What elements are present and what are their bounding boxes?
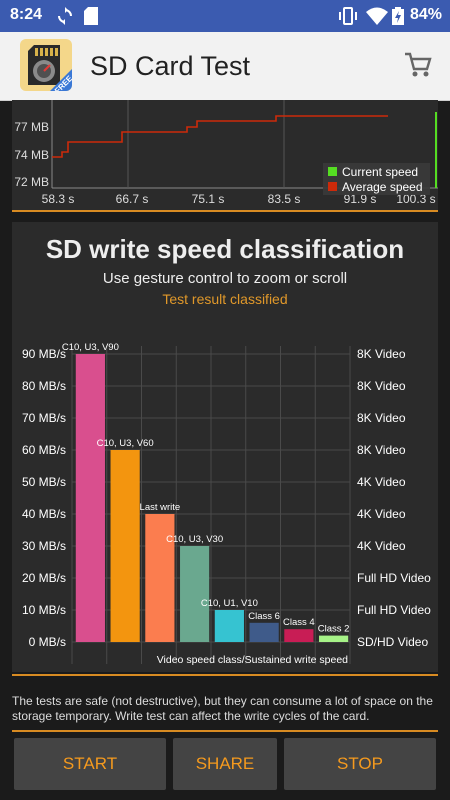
y-right-tick-label: 8K Video (357, 411, 406, 425)
y-tick-label: 90 MB/s (22, 347, 66, 361)
bar[interactable] (145, 514, 175, 642)
bar[interactable] (214, 610, 244, 642)
bar[interactable] (110, 450, 140, 642)
bar[interactable] (249, 622, 279, 642)
bar[interactable] (180, 546, 210, 642)
classification-subtitle: Use gesture control to zoom or scroll (102, 270, 348, 287)
bar-label: C10, U1, V10 (201, 598, 258, 609)
sd-card-icon (84, 7, 98, 25)
start-button[interactable]: START (14, 738, 166, 790)
battery-icon (392, 7, 404, 25)
status-bar: 8:24 84% (0, 0, 450, 32)
y-right-tick-label: 4K Video (357, 539, 406, 553)
legend-label-current: Current speed (342, 165, 418, 179)
legend-swatch-average (328, 182, 337, 191)
bar-label: C10, U3, V30 (166, 534, 223, 545)
bar-label: Class 4 (283, 617, 315, 628)
y-tick-label: 10 MB/s (22, 603, 66, 617)
speed-y-label: 72 MB (14, 175, 49, 189)
battery-percent: 84% (409, 6, 442, 23)
speed-y-label: 74 MB (14, 148, 49, 162)
y-right-tick-label: 4K Video (357, 507, 406, 521)
legend-swatch-current (328, 167, 337, 176)
y-tick-label: 0 MB/s (29, 635, 66, 649)
speed-x-label: 75.1 s (192, 192, 225, 206)
speed-x-label: 100.3 s (396, 192, 435, 206)
bar-label: Class 6 (248, 611, 280, 622)
wifi-icon (366, 7, 388, 25)
app-title: SD Card Test (90, 51, 251, 81)
y-right-tick-label: 8K Video (357, 379, 406, 393)
status-time: 8:24 (10, 6, 43, 23)
vibrate-icon (339, 7, 357, 25)
safety-note: The tests are safe (not destructive), bu… (12, 694, 433, 723)
y-right-tick-label: 8K Video (357, 443, 406, 457)
bar[interactable] (75, 354, 105, 642)
bar-label: Last write (140, 502, 181, 513)
speed-chart[interactable]: 77 MB 74 MB 72 MB 58.3 s 66.7 s 75.1 s 8… (12, 100, 438, 210)
app-bar: FREE SD Card Test (0, 32, 450, 101)
bar[interactable] (284, 629, 314, 642)
y-tick-label: 50 MB/s (22, 475, 66, 489)
y-right-tick-label: 4K Video (357, 475, 406, 489)
y-right-tick-label: 8K Video (357, 347, 406, 361)
sd-card-logo-icon: FREE (28, 45, 72, 91)
divider (12, 730, 438, 732)
divider (12, 210, 438, 212)
speed-chart-panel[interactable]: 77 MB 74 MB 72 MB 58.3 s 66.7 s 75.1 s 8… (12, 100, 438, 210)
speed-y-label: 77 MB (14, 120, 49, 134)
speed-x-label: 83.5 s (268, 192, 301, 206)
y-tick-label: 40 MB/s (22, 507, 66, 521)
shopping-cart-icon[interactable] (404, 52, 432, 78)
sync-icon (58, 7, 72, 25)
speed-x-label: 58.3 s (42, 192, 75, 206)
divider (12, 674, 438, 676)
chart-x-label: Video speed class/Sustained write speed (157, 654, 348, 666)
share-button[interactable]: SHARE (173, 738, 277, 790)
classification-title: SD write speed classification (45, 234, 405, 264)
classification-chart[interactable]: C10, U3, V90 C10, U3, V60 Last write C10, U… (0, 320, 450, 670)
stop-button[interactable]: STOP (284, 738, 436, 790)
bar-label: C10, U3, V90 (62, 342, 119, 353)
speed-legend (323, 163, 430, 195)
bar[interactable] (319, 635, 349, 642)
bar-label: C10, U3, V60 (97, 438, 154, 449)
y-tick-label: 30 MB/s (22, 539, 66, 553)
average-speed-line (52, 115, 388, 158)
app-logo: FREE (20, 39, 72, 91)
speed-x-label: 66.7 s (116, 192, 149, 206)
classification-status: Test result classified (162, 291, 288, 307)
y-tick-label: 20 MB/s (22, 571, 66, 585)
legend-label-average: Average speed (342, 180, 423, 194)
bar-label: Class 2 (318, 624, 350, 635)
y-right-tick-label: Full HD Video (357, 571, 431, 585)
y-tick-label: 70 MB/s (22, 411, 66, 425)
speed-x-label: 91.9 s (344, 192, 377, 206)
y-right-tick-label: SD/HD Video (357, 635, 428, 649)
y-right-tick-label: Full HD Video (357, 603, 431, 617)
y-tick-label: 80 MB/s (22, 379, 66, 393)
y-tick-label: 60 MB/s (22, 443, 66, 457)
